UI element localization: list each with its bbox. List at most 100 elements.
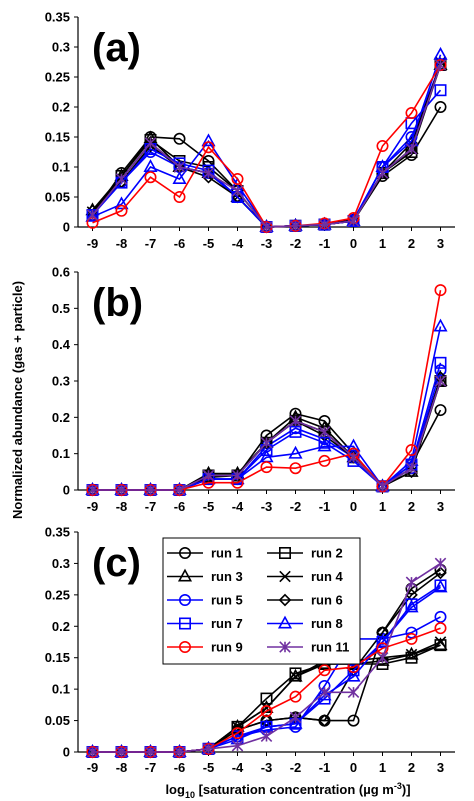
x-tick-label: -3 bbox=[261, 499, 273, 514]
data-point bbox=[86, 484, 99, 496]
data-point bbox=[434, 356, 447, 369]
x-tick-label: -4 bbox=[232, 499, 244, 514]
data-point bbox=[346, 438, 361, 452]
y-tick-label: 0 bbox=[63, 745, 70, 760]
data-point bbox=[173, 484, 186, 496]
y-tick-label: 0.6 bbox=[52, 265, 70, 280]
data-point bbox=[144, 171, 157, 184]
series-line bbox=[92, 377, 442, 491]
legend-item: run 7 bbox=[167, 616, 243, 631]
x-tick-label: 0 bbox=[350, 499, 357, 514]
legend-item: run 6 bbox=[267, 593, 343, 608]
data-point bbox=[172, 171, 187, 184]
x-tick-label: 2 bbox=[408, 236, 415, 251]
y-tick-label: 0.05 bbox=[45, 713, 70, 728]
data-point bbox=[375, 634, 390, 648]
x-tick-label: -3 bbox=[261, 236, 273, 251]
data-point bbox=[231, 727, 244, 740]
series-run-11 bbox=[86, 59, 447, 233]
y-tick-label: 0.1 bbox=[52, 682, 70, 697]
series-line bbox=[92, 326, 442, 491]
data-point bbox=[173, 746, 186, 758]
data-point bbox=[202, 141, 215, 154]
y-tick-label: 0.3 bbox=[52, 556, 70, 571]
legend-label: run 9 bbox=[211, 640, 243, 655]
x-tick-label: 3 bbox=[437, 236, 444, 251]
x-axis-label-part: [saturation concentration (µg m bbox=[195, 782, 394, 797]
y-tick-label: 0.3 bbox=[52, 374, 70, 389]
x-tick-label: -7 bbox=[145, 499, 157, 514]
x-tick-label: -2 bbox=[290, 760, 302, 775]
x-tick-label: -3 bbox=[261, 760, 273, 775]
data-point bbox=[289, 220, 302, 232]
data-point bbox=[86, 209, 99, 221]
data-point bbox=[434, 101, 447, 114]
legend-label: run 6 bbox=[311, 593, 343, 608]
x-tick-label: 1 bbox=[379, 760, 386, 775]
data-point bbox=[202, 167, 215, 179]
y-tick-label: 0.2 bbox=[52, 100, 70, 115]
legend-item: run 2 bbox=[267, 546, 343, 561]
x-tick-label: 1 bbox=[379, 236, 386, 251]
panel-label: (b) bbox=[92, 281, 143, 325]
y-tick-label: 0.2 bbox=[52, 410, 70, 425]
data-point bbox=[260, 221, 273, 233]
data-point bbox=[434, 622, 447, 635]
data-point bbox=[404, 599, 419, 613]
data-point bbox=[318, 426, 331, 438]
data-point bbox=[144, 484, 157, 496]
legend-marker bbox=[177, 568, 193, 582]
data-point bbox=[173, 161, 186, 173]
data-point bbox=[405, 143, 418, 155]
legend-item: run 5 bbox=[167, 593, 243, 608]
y-tick-label: 0.25 bbox=[45, 587, 70, 602]
x-tick-label: -8 bbox=[116, 236, 128, 251]
y-tick-label: 0.1 bbox=[52, 160, 70, 175]
data-point bbox=[260, 702, 273, 714]
data-point bbox=[318, 664, 331, 677]
legend-marker bbox=[279, 641, 291, 653]
series-run-11 bbox=[86, 557, 447, 758]
series-run-4 bbox=[86, 371, 447, 496]
legend-item: run 3 bbox=[167, 568, 243, 584]
legend-label: run 5 bbox=[211, 593, 243, 608]
data-point bbox=[86, 746, 99, 758]
data-point bbox=[143, 159, 158, 172]
data-point bbox=[347, 686, 360, 699]
legend-marker bbox=[179, 546, 192, 559]
data-point bbox=[115, 173, 128, 185]
x-axis-label-superscript: -3 bbox=[394, 781, 402, 791]
legend-marker bbox=[179, 617, 192, 630]
x-tick-label: -2 bbox=[290, 236, 302, 251]
legend-label: run 4 bbox=[311, 569, 344, 584]
data-point bbox=[318, 436, 331, 449]
series-run-4 bbox=[86, 56, 447, 233]
data-point bbox=[231, 185, 244, 197]
y-tick-label: 0.35 bbox=[45, 525, 70, 540]
data-point bbox=[231, 173, 244, 186]
series-line bbox=[92, 362, 442, 491]
data-point bbox=[289, 711, 302, 724]
data-point bbox=[289, 690, 302, 703]
data-point bbox=[173, 191, 186, 204]
y-tick-label: 0.4 bbox=[52, 337, 71, 352]
x-tick-label: -5 bbox=[203, 760, 215, 775]
legend-label: run 2 bbox=[311, 546, 343, 561]
legend: run 1 run 2 run 3 run 4 run 5 run 6 run 7 run 8… bbox=[162, 537, 361, 665]
y-tick-label: 0.15 bbox=[45, 650, 70, 665]
data-point bbox=[434, 375, 447, 387]
legend-item: run 9 bbox=[167, 640, 243, 655]
data-point bbox=[405, 648, 418, 661]
data-point bbox=[231, 739, 244, 752]
x-tick-label: -6 bbox=[174, 236, 186, 251]
y-tick-label: 0.2 bbox=[52, 619, 70, 634]
x-axis-label-subscript: 10 bbox=[185, 790, 195, 800]
legend-marker bbox=[277, 615, 293, 629]
data-point bbox=[376, 626, 389, 639]
data-point bbox=[288, 445, 303, 459]
y-tick-label: 0.15 bbox=[45, 130, 70, 145]
series-line bbox=[92, 290, 442, 491]
data-point bbox=[114, 196, 129, 210]
data-point bbox=[85, 208, 100, 222]
